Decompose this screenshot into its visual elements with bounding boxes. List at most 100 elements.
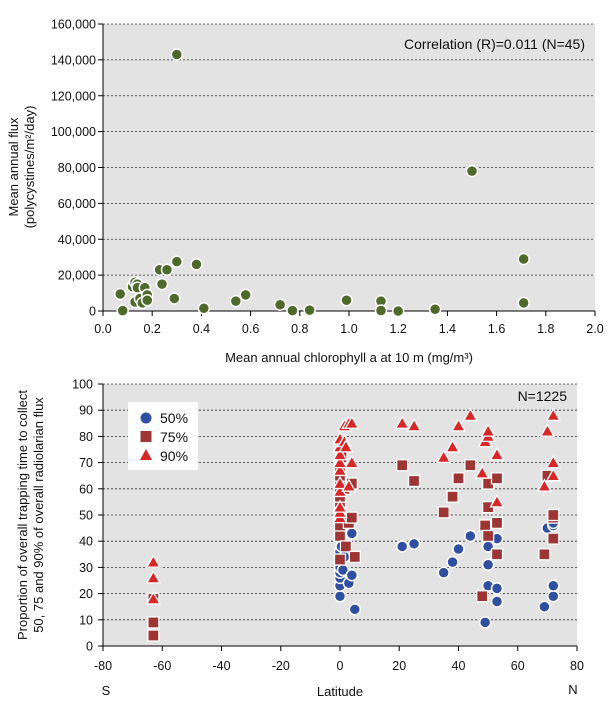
data-point	[338, 439, 354, 453]
y-tick-label: 20,000	[58, 269, 96, 283]
y-tick-label: 100	[72, 378, 93, 392]
data-point	[333, 553, 347, 566]
y-tick-label: 140,000	[51, 53, 96, 67]
y-tick-label: 160,000	[51, 18, 96, 32]
x-tick-label: -40	[212, 659, 230, 673]
legend-label-90: 90%	[160, 448, 188, 464]
data-point	[464, 459, 477, 472]
y-tick-label: 60	[79, 482, 93, 496]
y-tick-label: 100,000	[51, 125, 96, 139]
data-point	[476, 590, 489, 603]
x-tick-label: 40	[452, 659, 466, 673]
x-tick-label: 0.2	[144, 322, 161, 336]
legend: 50% 75% 90%	[128, 402, 198, 470]
data-point	[539, 423, 555, 437]
data-point	[145, 591, 161, 605]
data-point	[332, 446, 348, 461]
x-tick-label: 1.4	[439, 322, 456, 336]
n-annotation: N=1225	[518, 388, 568, 404]
y-tick-label: 10	[79, 613, 93, 627]
y-axis-label-line-2: 50, 75 and 90% of overall radiolarian fl…	[31, 397, 46, 633]
data-point	[303, 303, 316, 317]
data-point	[481, 558, 495, 572]
x-tick-label: 0	[337, 659, 344, 673]
data-point	[407, 537, 421, 551]
x-tick-label: 0.6	[242, 322, 259, 336]
data-point	[345, 569, 359, 582]
y-tick-label: 30	[79, 561, 93, 575]
data-point	[407, 474, 421, 488]
chart-trapping-time-vs-latitude: 0 10 20 30 40 50 60 70 80 90 100 -80 -60 -40 -20 0 20 40 6…	[15, 378, 584, 700]
data-point	[464, 529, 477, 543]
y-tick-label: 0	[89, 305, 96, 319]
data-point	[481, 529, 495, 543]
data-point	[547, 589, 560, 603]
data-point	[545, 454, 561, 469]
data-point	[517, 252, 530, 266]
x-tick-label: 0.4	[193, 322, 210, 336]
data-point	[333, 589, 347, 603]
data-point	[155, 277, 169, 291]
y-tick-label: 80,000	[58, 161, 96, 175]
x-axis-label: Latitude	[317, 684, 363, 699]
data-point	[474, 465, 490, 479]
gridlines	[103, 23, 595, 276]
data-point	[547, 532, 560, 545]
data-point	[489, 494, 505, 508]
data-point	[345, 511, 359, 524]
data-point	[395, 540, 409, 553]
x-tick-label: -20	[272, 659, 290, 673]
chart-flux-vs-chlorophyll: 0 20,000 40,000 60,000 80,000 100,000 120,000 1…	[6, 18, 604, 366]
data-point	[444, 439, 461, 453]
data-point	[160, 263, 174, 276]
data-point	[489, 446, 505, 461]
data-point	[332, 499, 348, 513]
data-point	[239, 288, 252, 302]
data-point	[446, 490, 459, 503]
x-tick-label: 80	[570, 659, 584, 673]
legend-marker-50	[140, 412, 152, 424]
x-tick-label: 20	[392, 659, 406, 673]
data-point	[478, 616, 492, 629]
x-axis-label: Mean annual chlorophyll a at 10 m (mg/m³…	[225, 350, 473, 365]
y-tick-label: 40	[79, 535, 93, 549]
data-point	[545, 467, 561, 482]
y-axis-label-line-2: (polycystines/m²/day)	[22, 106, 37, 229]
data-point	[490, 472, 504, 485]
data-point	[344, 415, 360, 429]
data-point	[465, 164, 479, 178]
data-point	[332, 475, 348, 490]
x-tick-label: 2.0	[586, 322, 603, 336]
data-point	[396, 459, 409, 472]
data-point	[452, 542, 465, 556]
data-point	[394, 415, 410, 429]
data-point	[428, 302, 442, 316]
data-point	[190, 258, 203, 271]
data-point	[547, 508, 560, 522]
north-label: N	[568, 682, 577, 697]
data-point	[341, 478, 357, 492]
legend-marker-90	[140, 449, 152, 460]
data-point	[147, 616, 160, 629]
data-point	[391, 304, 405, 318]
y-tick-label: 40,000	[58, 233, 96, 247]
axis-ticks: 0 20,000 40,000 60,000 80,000 100,000 120,000 1…	[51, 18, 604, 337]
data-point	[446, 555, 459, 569]
data-point	[170, 255, 184, 268]
data-point	[145, 554, 161, 568]
legend-label-50: 50%	[160, 410, 188, 426]
data-point	[332, 462, 348, 477]
data-point	[333, 529, 347, 543]
data-point	[479, 519, 492, 532]
data-point	[168, 292, 181, 305]
y-tick-label: 0	[86, 640, 93, 654]
data-point	[197, 302, 211, 315]
data-point	[480, 423, 496, 437]
legend-label-75: 75%	[160, 429, 188, 445]
x-tick-label: -80	[94, 659, 112, 673]
y-tick-label: 70	[79, 456, 93, 470]
data-point	[147, 629, 160, 642]
data-point	[490, 516, 504, 530]
x-tick-label: 0.8	[291, 322, 308, 336]
